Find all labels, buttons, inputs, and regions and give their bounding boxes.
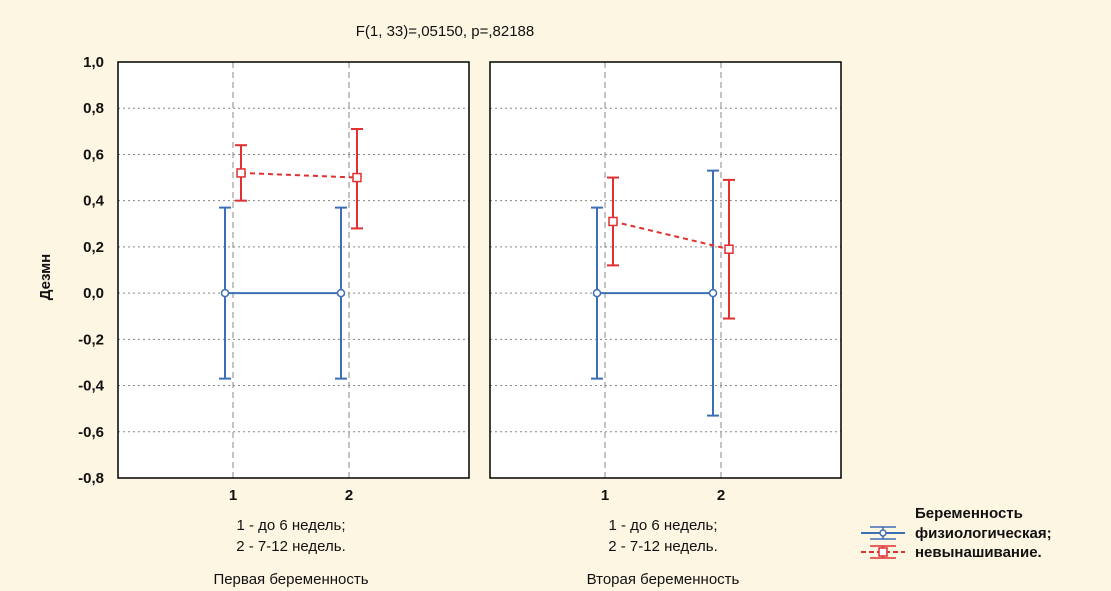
plot-area xyxy=(490,62,841,478)
category-note: 2 - 7-12 недель. xyxy=(608,538,718,555)
y-tick-label: -0,2 xyxy=(78,331,104,348)
data-point xyxy=(236,168,246,178)
chart-title: F(1, 33)=,05150, p=,82188 xyxy=(356,23,534,40)
y-tick-label: -0,6 xyxy=(78,424,104,441)
data-point xyxy=(608,216,618,227)
plot-frame xyxy=(489,61,842,479)
chart-panel: 1 21 - до 6 недель; 2 - 7-12 недель. Первая… xyxy=(117,61,470,588)
y-tick-label: 0,6 xyxy=(83,146,104,163)
chart-panel: 1 21 - до 6 недель; 2 - 7-12 недель. Вторая… xyxy=(489,61,842,588)
chart-legend: Беременность физиологическая; невынашивани… xyxy=(861,505,1052,561)
data-point xyxy=(724,244,734,254)
panel-name: Первая беременность xyxy=(213,571,368,588)
data-point xyxy=(592,288,602,298)
y-tick-label: 0,4 xyxy=(83,193,105,210)
x-tick-label: 1 xyxy=(601,487,609,504)
x-tick-label: 2 xyxy=(345,487,353,504)
x-tick-label: 2 xyxy=(717,487,725,504)
y-tick-label: 0,2 xyxy=(83,239,104,256)
y-tick-label: 1,0 xyxy=(83,54,104,71)
y-tick-label: -0,4 xyxy=(78,378,105,395)
category-note: 2 - 7-12 недель. xyxy=(236,538,346,555)
series-line xyxy=(240,171,358,179)
legend-title: Беременность xyxy=(915,505,1023,522)
y-tick-label: 0,0 xyxy=(83,285,104,302)
data-point xyxy=(708,288,718,298)
data-point xyxy=(220,288,230,298)
legend-marker xyxy=(879,529,887,537)
chart-panels: 1,00,80,60,40,20,0-0,2-0,4-0,6-0,81 21 - … xyxy=(78,54,842,588)
y-tick-label: -0,8 xyxy=(78,470,104,487)
legend-marker xyxy=(878,547,888,557)
plot-area xyxy=(118,62,469,478)
y-tick-label: 0,8 xyxy=(83,100,104,117)
y-axis-label: Дезмн xyxy=(37,254,54,300)
category-note: 1 - до 6 недель; xyxy=(608,517,717,534)
x-tick-label: 1 xyxy=(229,487,237,504)
series-line xyxy=(612,220,730,251)
data-point xyxy=(336,288,346,298)
legend-entry: физиологическая; xyxy=(915,525,1052,542)
data-point xyxy=(352,172,362,183)
panel-name: Вторая беременность xyxy=(587,571,740,588)
plot-frame xyxy=(117,61,470,479)
legend-entry: невынашивание. xyxy=(915,544,1042,561)
category-note: 1 - до 6 недель; xyxy=(236,517,345,534)
